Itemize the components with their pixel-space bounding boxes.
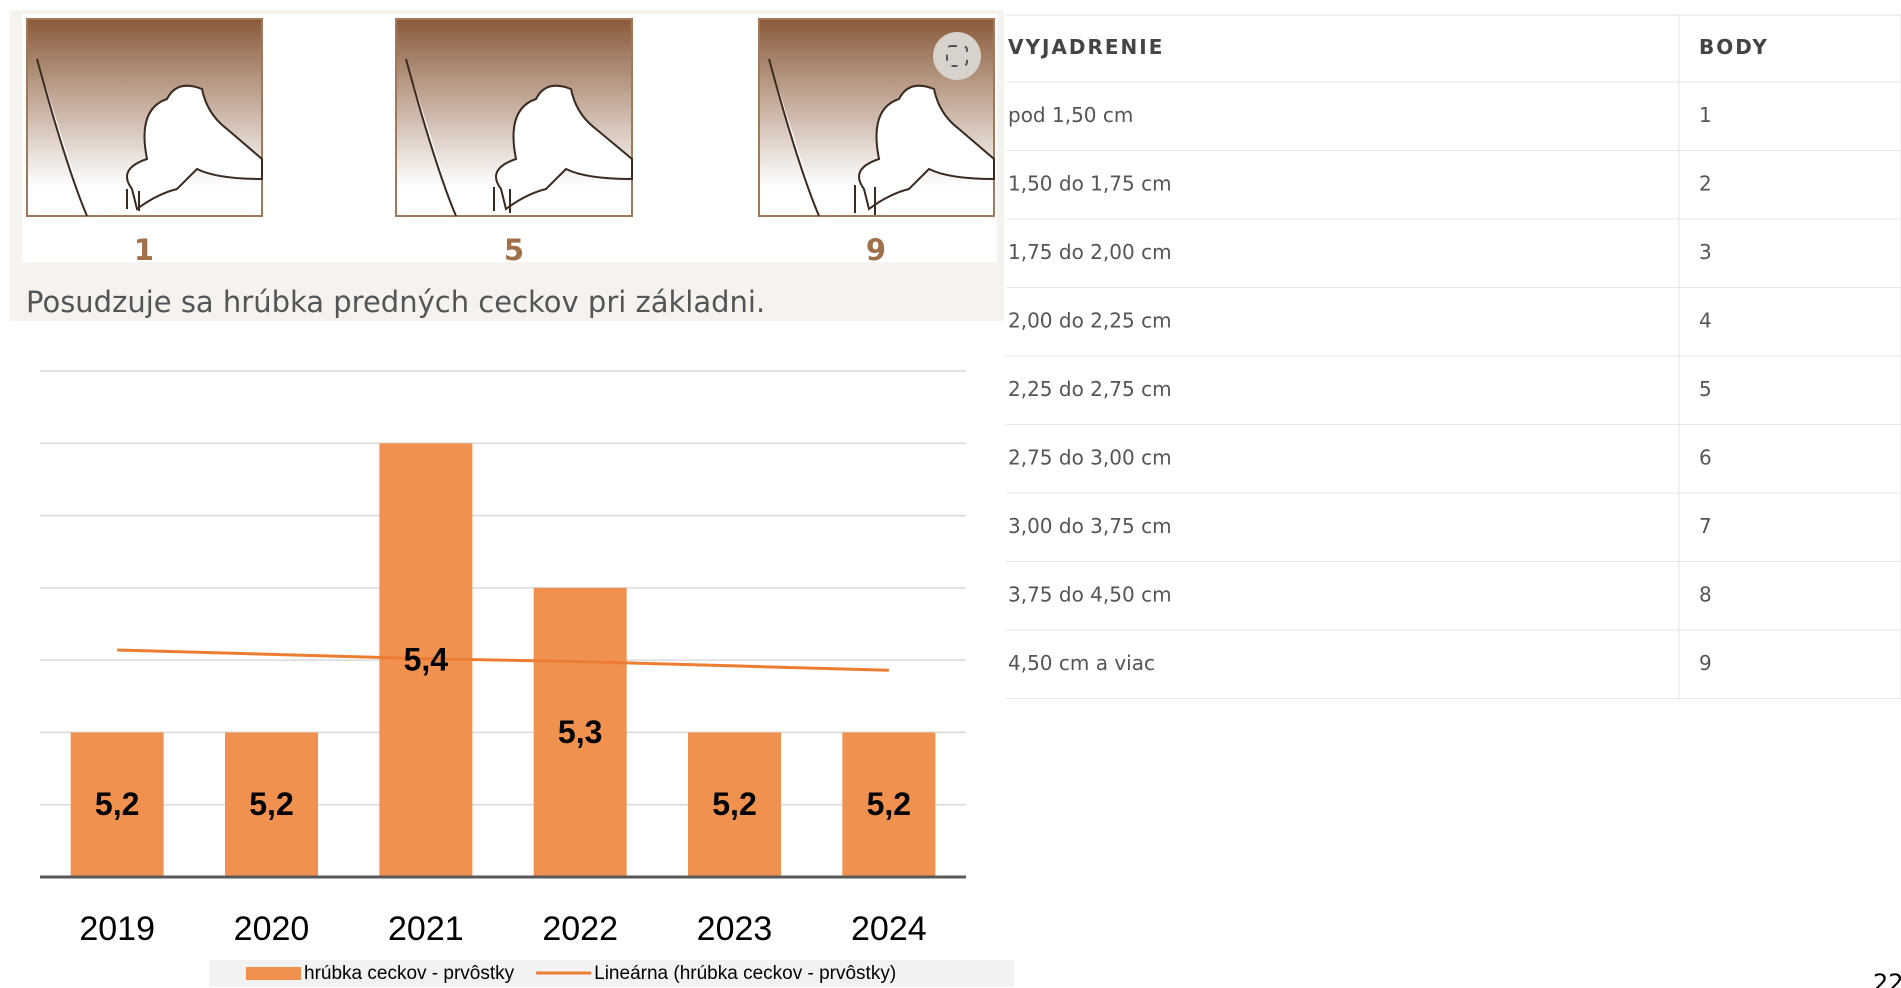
image-label: 5 [504, 233, 524, 267]
image-label: 1 [134, 233, 154, 267]
table-bg [1006, 14, 1901, 699]
legend-label: Lineárna (hrúbka ceckov - prvôstky) [594, 963, 896, 984]
legend-bg [209, 960, 1014, 987]
bar [225, 732, 318, 877]
caption: Posudzuje sa hrúbka predných ceckov pri … [26, 285, 765, 319]
bar [842, 732, 936, 877]
data-label: 5,2 [867, 786, 911, 822]
table-cell: 2,25 do 2,75 cm [1008, 377, 1172, 401]
table-cell: 1 [1699, 103, 1712, 127]
data-label: 5,2 [249, 786, 293, 822]
table-cell: 3,75 do 4,50 cm [1008, 582, 1172, 606]
data-label: 5,3 [558, 714, 602, 750]
x-tick-label: 2020 [234, 910, 310, 948]
x-tick-label: 2019 [79, 910, 155, 948]
table-cell: 6 [1699, 445, 1712, 469]
table-cell: 2 [1699, 171, 1712, 195]
table-cell: 7 [1699, 514, 1712, 538]
table: VYJADRENIE BODY pod 1,50 cm 1 1,50 do 1,75 c… [1006, 14, 1901, 699]
table-cell: 9 [1699, 651, 1712, 675]
table-header: BODY [1699, 35, 1769, 59]
data-label: 5,2 [712, 786, 756, 822]
illustrations [26, 18, 995, 217]
table-cell: 4 [1699, 308, 1712, 332]
table-cell: 1,75 do 2,00 cm [1008, 240, 1172, 264]
data-label: 5,4 [404, 642, 449, 678]
table-cell: 2,75 do 3,00 cm [1008, 445, 1172, 469]
table-header: VYJADRENIE [1008, 35, 1164, 59]
x-tick-label: 2023 [697, 910, 773, 948]
table-cell: 1,50 do 1,75 cm [1008, 171, 1172, 195]
table-cell: 4,50 cm a viac [1008, 651, 1155, 675]
image-label: 9 [866, 233, 886, 267]
table-cell: 5 [1699, 377, 1712, 401]
x-tick-label: 2024 [851, 910, 927, 948]
x-tick-label: 2021 [388, 910, 464, 948]
bar [533, 587, 627, 877]
table-cell: 3 [1699, 240, 1712, 264]
bar [70, 732, 164, 877]
legend-swatch [246, 967, 301, 980]
page-number: 22 [1873, 969, 1901, 988]
table-cell: pod 1,50 cm [1008, 103, 1133, 127]
x-tick-label: 2022 [542, 910, 618, 948]
table-cell: 8 [1699, 582, 1712, 606]
table-cell: 3,00 do 3,75 cm [1008, 514, 1172, 538]
data-label: 5,2 [95, 786, 139, 822]
legend-label: hrúbka ceckov - prvôstky [304, 963, 515, 984]
bar [688, 732, 781, 877]
trend-line [117, 648, 889, 672]
table-cell: 2,00 do 2,25 cm [1008, 308, 1172, 332]
